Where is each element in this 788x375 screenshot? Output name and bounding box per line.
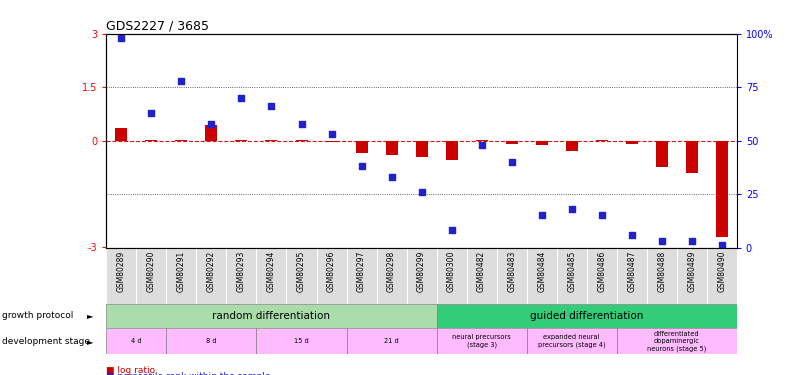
Bar (347, 328, 437, 354)
Bar (476, 140, 488, 141)
Text: ►: ► (87, 337, 93, 346)
Text: GSM80300: GSM80300 (447, 251, 456, 292)
Point (385, 174, 398, 180)
Bar (437, 328, 526, 354)
Bar (536, 141, 548, 145)
Text: 8 d: 8 d (206, 338, 217, 344)
Text: GSM80299: GSM80299 (417, 251, 426, 292)
Bar (566, 141, 578, 151)
Point (445, 227, 458, 233)
Text: GSM80297: GSM80297 (357, 251, 366, 292)
Point (235, 95, 247, 101)
Point (205, 120, 217, 126)
Text: development stage: development stage (2, 337, 90, 346)
Text: ■ log ratio: ■ log ratio (106, 366, 155, 375)
Point (415, 189, 428, 195)
Text: GSM80296: GSM80296 (327, 251, 336, 292)
Point (355, 163, 368, 169)
Text: GSM80289: GSM80289 (117, 251, 126, 292)
Text: 21 d: 21 d (385, 338, 399, 344)
Text: GSM80293: GSM80293 (237, 251, 246, 292)
Text: GSM80490: GSM80490 (717, 251, 727, 292)
Text: 15 d: 15 d (294, 338, 309, 344)
Point (296, 120, 308, 126)
Bar (256, 328, 347, 354)
Point (656, 238, 668, 244)
Text: GSM80292: GSM80292 (207, 251, 216, 292)
Bar (296, 140, 307, 141)
Text: random differentiation: random differentiation (213, 311, 330, 321)
Text: GSM80487: GSM80487 (627, 251, 636, 292)
Text: guided differentiation: guided differentiation (530, 311, 643, 321)
Bar (415, 141, 428, 157)
Text: GDS2227 / 3685: GDS2227 / 3685 (106, 20, 210, 33)
Bar (626, 141, 637, 144)
Point (535, 212, 548, 218)
Bar (106, 304, 437, 328)
Text: GSM80291: GSM80291 (177, 251, 186, 292)
Text: GSM80488: GSM80488 (657, 251, 666, 292)
Point (175, 78, 188, 84)
Bar (355, 141, 367, 153)
Bar (686, 141, 697, 172)
Text: GSM80290: GSM80290 (147, 251, 156, 292)
Text: GSM80486: GSM80486 (597, 251, 606, 292)
Point (505, 159, 518, 165)
Point (115, 35, 128, 41)
Bar (445, 141, 458, 160)
Bar (325, 141, 337, 142)
Text: GSM80489: GSM80489 (687, 251, 697, 292)
Text: GSM80298: GSM80298 (387, 251, 396, 292)
Point (626, 232, 638, 238)
Text: growth protocol: growth protocol (2, 311, 73, 320)
Bar (437, 304, 737, 328)
Text: ■ percentile rank within the sample: ■ percentile rank within the sample (106, 372, 271, 375)
Point (565, 206, 578, 212)
Text: ►: ► (87, 311, 93, 320)
Bar (656, 141, 667, 167)
Text: GSM80482: GSM80482 (477, 251, 486, 292)
Point (325, 131, 338, 137)
Bar (106, 328, 166, 354)
Bar (115, 128, 128, 141)
Point (716, 242, 728, 248)
Bar (146, 140, 158, 141)
Text: GSM80295: GSM80295 (297, 251, 306, 292)
Point (686, 238, 698, 244)
Point (266, 104, 278, 110)
Text: GSM80294: GSM80294 (267, 251, 276, 292)
Bar (506, 141, 518, 144)
Text: 4 d: 4 d (131, 338, 142, 344)
Text: neural precursors
(stage 3): neural precursors (stage 3) (452, 334, 511, 348)
Text: expanded neural
precursors (stage 4): expanded neural precursors (stage 4) (537, 334, 605, 348)
Text: GSM80485: GSM80485 (567, 251, 576, 292)
Bar (596, 140, 608, 141)
Bar (266, 140, 277, 141)
Text: GSM80484: GSM80484 (537, 251, 546, 292)
Bar (385, 141, 398, 155)
Bar (236, 140, 247, 141)
Bar (526, 328, 617, 354)
Text: GSM80483: GSM80483 (507, 251, 516, 292)
Bar (716, 141, 728, 237)
Bar (166, 328, 256, 354)
Point (145, 110, 158, 116)
Bar (617, 328, 737, 354)
Text: differentiated
dopaminergic
neurons (stage 5): differentiated dopaminergic neurons (sta… (647, 331, 706, 351)
Point (475, 142, 488, 148)
Bar (176, 140, 188, 141)
Point (596, 212, 608, 218)
Bar (206, 124, 217, 141)
